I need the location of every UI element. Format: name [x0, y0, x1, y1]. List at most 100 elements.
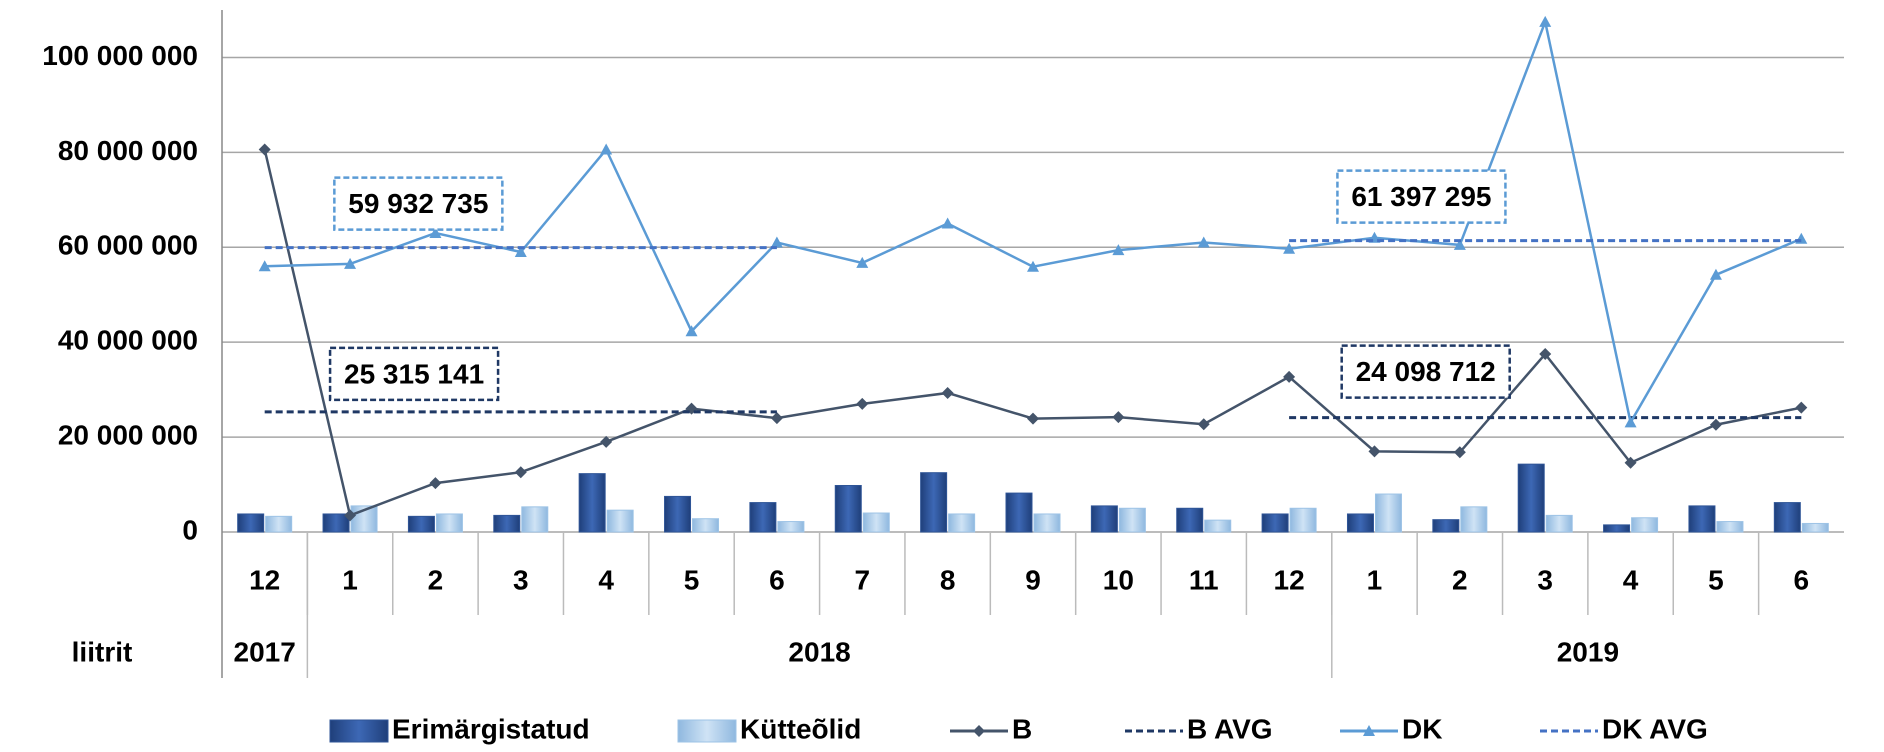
marker [1027, 412, 1039, 425]
x-tick-label: 8 [940, 564, 956, 595]
marker [514, 246, 527, 258]
x-tick-label: 7 [854, 564, 870, 595]
bar [606, 509, 634, 533]
marker [600, 435, 613, 448]
x-tick-label: 2 [1452, 564, 1468, 595]
marker [258, 260, 271, 272]
marker [973, 725, 985, 737]
x-tick-label: 5 [684, 564, 700, 595]
marker [685, 325, 698, 337]
legend-label: Erimärgistatud [392, 713, 590, 744]
year-label: 2018 [788, 636, 850, 667]
marker [941, 386, 954, 399]
bar [948, 513, 976, 533]
bar [1517, 463, 1545, 533]
bar [1204, 519, 1232, 533]
bar [1090, 505, 1118, 533]
x-tick-label: 11 [1189, 564, 1219, 595]
bar [1346, 513, 1374, 533]
x-tick-label: 1 [1367, 564, 1383, 595]
marker [941, 217, 954, 229]
legend-item: DK AVG [1540, 713, 1708, 744]
y-tick-label: 60 000 000 [58, 230, 198, 261]
bar [862, 512, 890, 533]
legend-swatch [329, 719, 389, 743]
marker [1363, 725, 1375, 736]
x-tick-label: 2 [428, 564, 444, 595]
bar [692, 518, 720, 533]
year-label: 2017 [234, 636, 296, 667]
bar [1176, 507, 1204, 533]
marker [1368, 445, 1381, 458]
y-tick-label: 20 000 000 [58, 419, 198, 450]
bar [1033, 513, 1061, 533]
marker [1112, 411, 1125, 424]
year-label: 2019 [1557, 636, 1619, 667]
marker [1539, 15, 1552, 27]
legend-swatch [677, 719, 737, 743]
bar [834, 484, 862, 533]
legend-item: DK [1340, 713, 1442, 744]
annotation-box [1340, 344, 1511, 399]
legend-item: B AVG [1125, 713, 1273, 744]
bar [322, 513, 350, 533]
marker [1283, 370, 1296, 383]
marker [1112, 244, 1125, 256]
annotation: 24 098 712 [1356, 356, 1496, 387]
y-tick-label: 80 000 000 [58, 135, 198, 166]
marker [856, 256, 869, 268]
legend-label: DK [1402, 713, 1442, 744]
x-tick-label: 6 [1794, 564, 1810, 595]
marker [1453, 238, 1466, 250]
x-tick-label: 1 [342, 564, 358, 595]
legend-label: DK AVG [1602, 713, 1708, 744]
bar [435, 513, 463, 533]
bar [1460, 506, 1488, 533]
bar [1005, 492, 1033, 533]
bar [1289, 507, 1317, 533]
bar [1118, 507, 1146, 533]
bar [749, 502, 777, 533]
marker [1539, 348, 1552, 361]
marker [1197, 418, 1210, 431]
bar [1545, 514, 1573, 533]
bar [1261, 513, 1289, 533]
legend-label: B AVG [1187, 713, 1273, 744]
y-tick-label: 0 [182, 514, 198, 545]
bar [1374, 493, 1402, 533]
y-tick-label: 40 000 000 [58, 325, 198, 356]
annotation-box [333, 176, 504, 231]
bar [920, 472, 948, 533]
annotation: 59 932 735 [348, 188, 488, 219]
bar [521, 506, 549, 533]
marker [770, 412, 783, 425]
bar [1603, 524, 1631, 533]
marker [1709, 418, 1722, 431]
y-tick-label: 100 000 000 [42, 40, 198, 71]
annotation-box [1336, 169, 1507, 224]
marker [514, 466, 527, 479]
marker [1027, 260, 1039, 272]
avg-line [264, 239, 1802, 250]
legend-item: Kütteõlid [677, 713, 861, 744]
bar [237, 513, 265, 533]
x-tick-label: 9 [1025, 564, 1041, 595]
x-tick-label: 4 [598, 564, 614, 595]
bar [1716, 521, 1744, 533]
bar [1688, 505, 1716, 533]
x-tick-label: 3 [513, 564, 529, 595]
avg-line [264, 410, 1802, 420]
marker [1283, 242, 1296, 254]
legend-item: B [950, 713, 1032, 744]
x-tick-label: 10 [1103, 564, 1134, 595]
x-tick-label: 4 [1623, 564, 1639, 595]
marker [429, 227, 442, 239]
x-tick-label: 12 [249, 564, 280, 595]
legend-label: B [1012, 713, 1032, 744]
marker [856, 397, 869, 410]
bar [578, 473, 606, 533]
annotation: 25 315 141 [344, 358, 484, 389]
marker [1624, 456, 1637, 469]
marker [1795, 401, 1808, 414]
